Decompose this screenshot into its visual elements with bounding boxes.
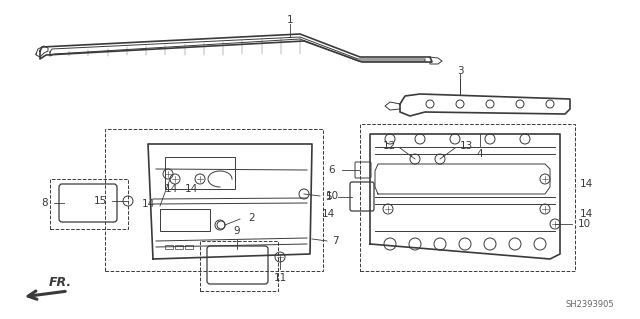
Text: 2: 2 <box>248 213 255 223</box>
Text: 5: 5 <box>325 192 332 202</box>
Text: 11: 11 <box>273 273 287 283</box>
Text: 14: 14 <box>580 209 593 219</box>
Text: 3: 3 <box>457 66 463 76</box>
Text: 13: 13 <box>460 141 473 151</box>
Bar <box>165 245 173 249</box>
Text: 7: 7 <box>332 236 339 246</box>
Bar <box>185 245 193 249</box>
Bar <box>165 157 235 189</box>
Text: 12: 12 <box>383 141 396 151</box>
Text: 14: 14 <box>141 199 155 209</box>
Text: 9: 9 <box>234 226 240 236</box>
Bar <box>50 179 128 229</box>
Text: 10: 10 <box>326 191 339 201</box>
Text: 10: 10 <box>578 219 591 229</box>
Text: 8: 8 <box>42 198 48 208</box>
Bar <box>175 245 183 249</box>
Bar <box>105 129 323 271</box>
Text: 1: 1 <box>287 15 293 25</box>
Text: 15: 15 <box>93 196 107 206</box>
Bar <box>200 241 278 291</box>
Text: 4: 4 <box>477 149 483 159</box>
Text: 6: 6 <box>328 165 335 175</box>
Text: 14: 14 <box>185 184 198 194</box>
Bar <box>360 124 575 271</box>
Bar <box>160 209 210 231</box>
Text: 14: 14 <box>322 209 335 219</box>
Text: 14: 14 <box>164 184 178 194</box>
Text: SH2393905: SH2393905 <box>566 300 614 309</box>
Text: 14: 14 <box>580 179 593 189</box>
Text: FR.: FR. <box>49 276 72 289</box>
